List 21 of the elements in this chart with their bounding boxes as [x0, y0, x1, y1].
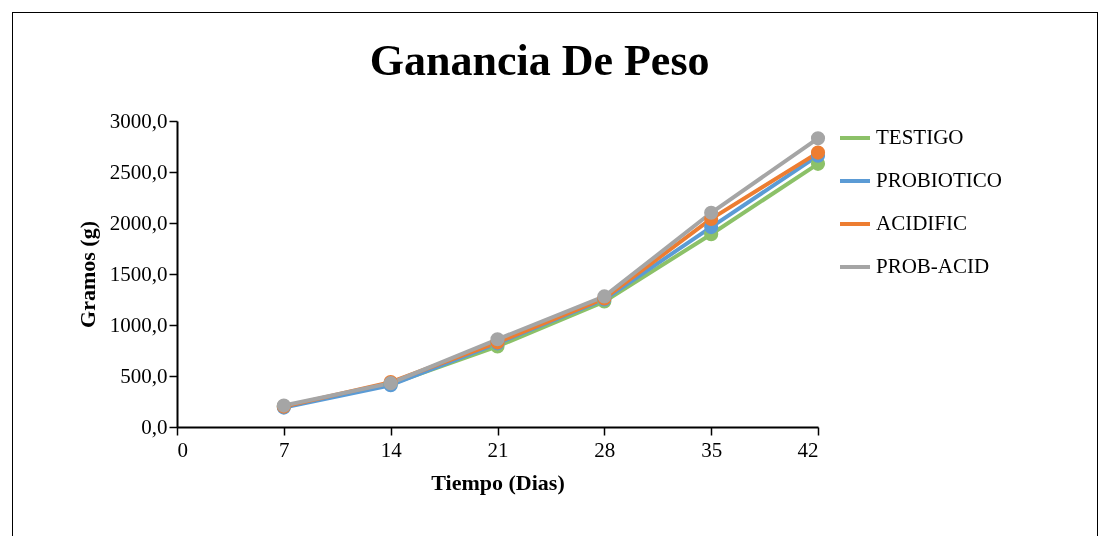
x-tick-label: 21 [487, 437, 509, 462]
y-tick-label: 2000,0 [109, 210, 168, 235]
x-tick-label: 14 [380, 437, 403, 462]
x-axis-title: Tiempo (Dias) [431, 469, 565, 495]
y-tick-label: 1500,0 [109, 261, 168, 286]
y-tick-label: 3000,0 [109, 108, 168, 133]
legend-label: PROBIOTICO [876, 168, 1003, 192]
y-tick-label: 500,0 [120, 363, 168, 388]
x-tick-label: 42 [797, 437, 819, 462]
legend-label: TESTIGO [876, 125, 964, 149]
x-tick-label: 28 [594, 437, 616, 462]
legend-label: PROB-ACID [876, 254, 990, 278]
chart-title: Ganancia De Peso [369, 36, 710, 85]
y-tick-label: 0,0 [141, 414, 168, 439]
x-tick-label: 7 [279, 437, 290, 462]
legend-label: ACIDIFIC [876, 211, 968, 235]
y-tick-label: 2500,0 [109, 159, 168, 184]
x-tick-label: 35 [701, 437, 723, 462]
y-axis-title: Gramos (g) [74, 221, 100, 328]
x-tick-label: 0 [177, 437, 188, 462]
y-tick-label: 1000,0 [109, 312, 168, 337]
